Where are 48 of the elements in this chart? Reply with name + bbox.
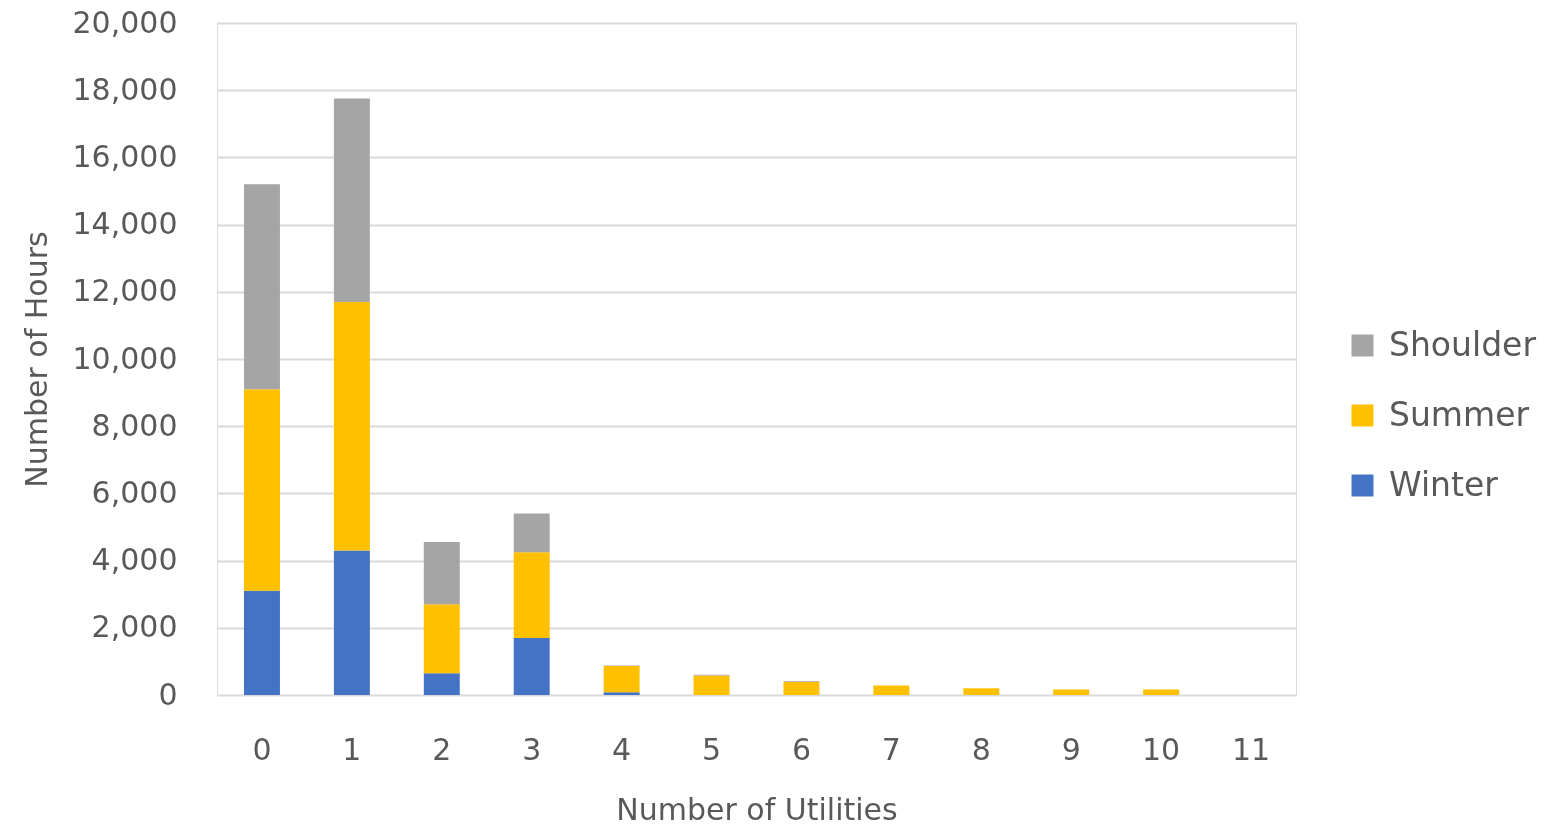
y-tick-label: 16,000: [72, 138, 178, 174]
x-tick-label: 0: [252, 731, 272, 767]
bar: [513, 513, 550, 553]
bar: [603, 692, 640, 695]
bar: [243, 389, 280, 591]
legend-label: Winter: [1389, 464, 1499, 504]
bar: [333, 301, 370, 551]
x-tick-label: 6: [791, 731, 812, 767]
bar: [423, 673, 460, 695]
bar: [333, 550, 370, 695]
x-tick-label: 3: [522, 731, 542, 767]
bar: [243, 590, 280, 695]
bar: [963, 688, 1000, 695]
y-tick-label: 10,000: [72, 340, 178, 376]
bar: [603, 666, 640, 693]
y-tick-label: 18,000: [72, 71, 178, 107]
bar: [873, 685, 910, 695]
bar: [1143, 689, 1180, 695]
legend-label: Summer: [1389, 394, 1530, 434]
x-tick-label: 8: [971, 731, 991, 767]
bar: [423, 604, 460, 674]
x-tick-label: 1: [342, 731, 362, 767]
y-tick-label: 12,000: [72, 273, 178, 309]
x-tick-label: 10: [1142, 731, 1181, 767]
x-axis-title: Number of Utilities: [616, 791, 898, 827]
x-tick-label: 2: [432, 731, 452, 767]
y-tick-label: 2,000: [91, 609, 178, 645]
x-tick-label: 11: [1231, 731, 1271, 767]
bar: [333, 98, 370, 302]
x-tick-label: 7: [881, 731, 901, 767]
legend-label: Shoulder: [1389, 324, 1537, 364]
y-tick-label: 8,000: [91, 407, 178, 443]
bar: [513, 637, 550, 695]
y-tick-label: 14,000: [72, 206, 178, 242]
x-tick-label: 9: [1061, 731, 1081, 767]
y-axis-title: Number of Hours: [18, 231, 54, 488]
bar: [423, 542, 460, 605]
x-tick-label: 4: [612, 731, 632, 767]
bar: [693, 675, 730, 695]
x-tick-label: 5: [701, 731, 722, 767]
y-tick-label: 4,000: [91, 542, 178, 578]
bar: [513, 552, 550, 638]
y-tick-label: 6,000: [91, 474, 178, 510]
y-tick-label: 20,000: [72, 4, 178, 40]
bar: [1053, 689, 1090, 695]
y-tick-label: 0: [158, 676, 178, 712]
bar: [243, 184, 280, 390]
bar: [783, 681, 820, 695]
